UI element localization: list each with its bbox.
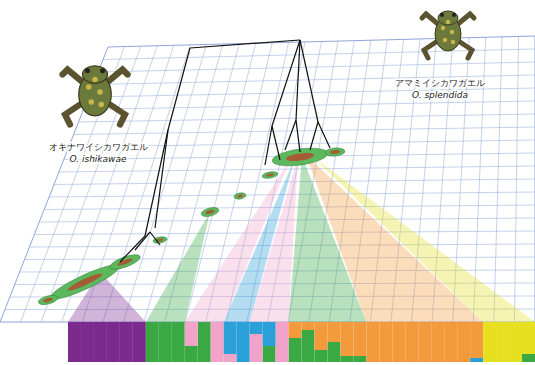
svg-text:オキナワイシカワガエル: オキナワイシカワガエル [49, 142, 148, 152]
svg-text:アマミイシカワガエル: アマミイシカワガエル [395, 78, 485, 88]
svg-text:O. splendida: O. splendida [412, 90, 468, 100]
svg-text:O. ishikawae: O. ishikawae [70, 154, 127, 164]
